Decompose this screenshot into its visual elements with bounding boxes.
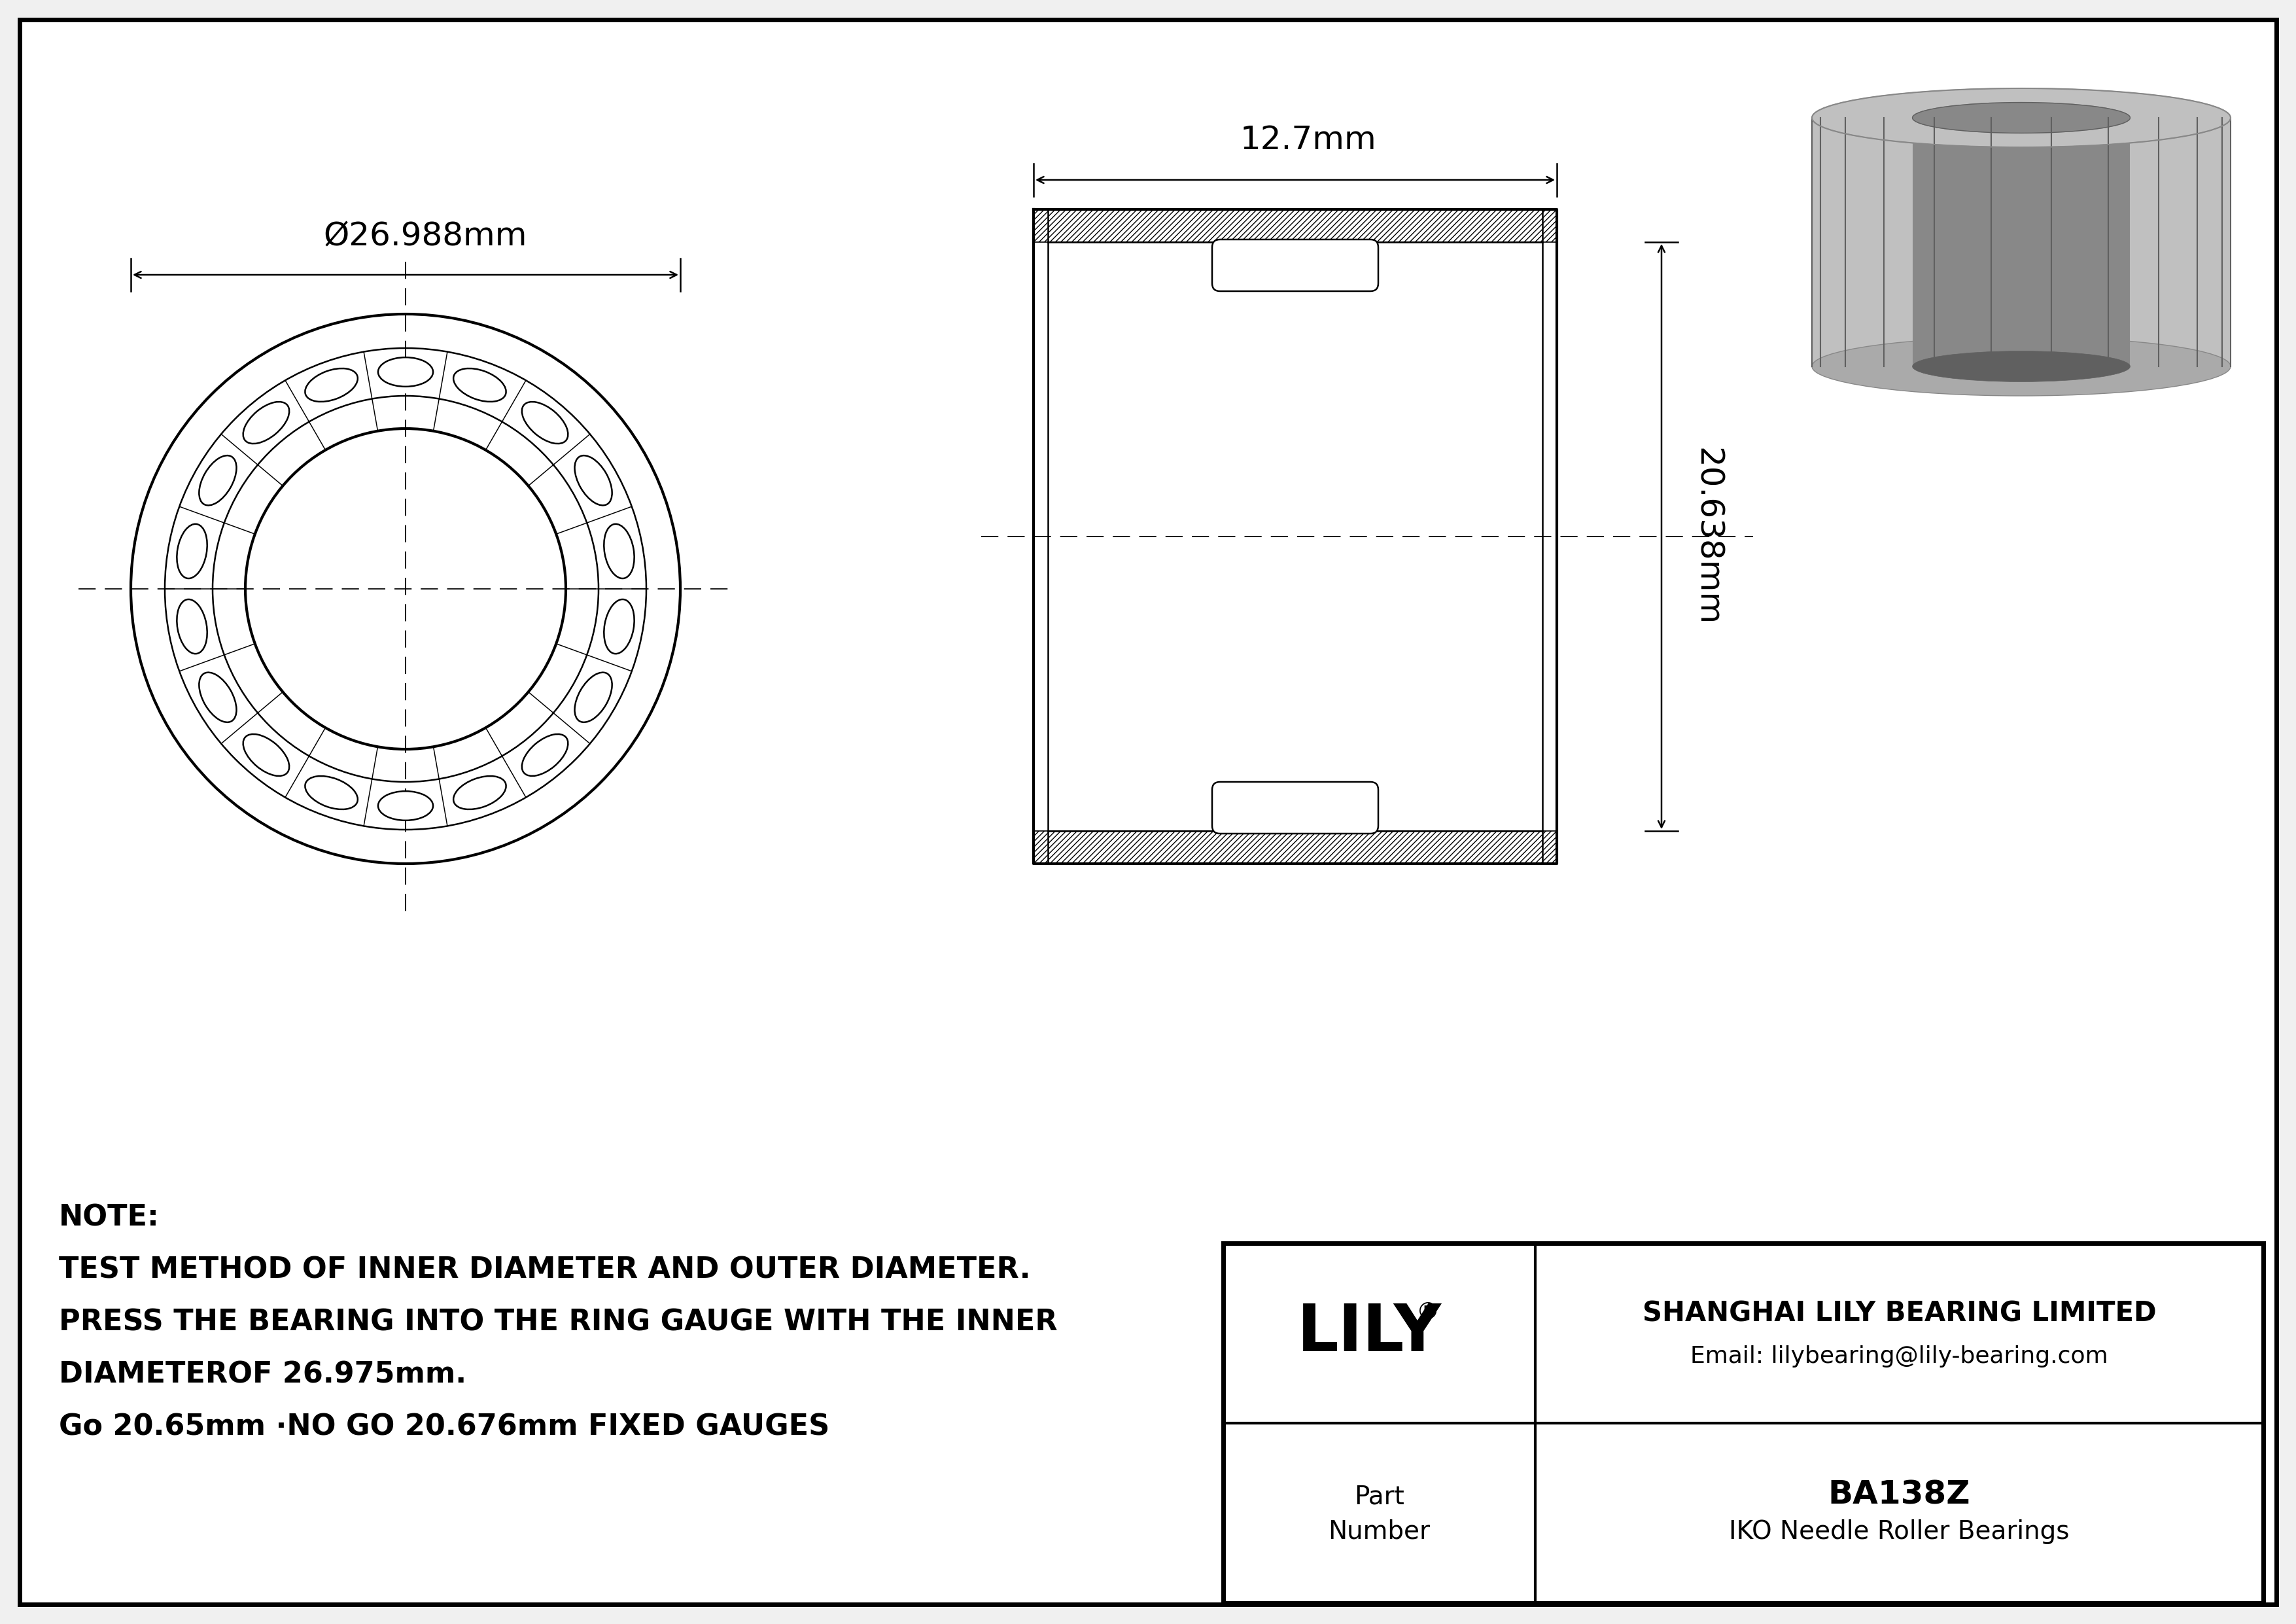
Ellipse shape	[452, 369, 505, 401]
Bar	[1224, 1244, 2264, 1603]
Text: BA138Z: BA138Z	[1828, 1479, 1970, 1510]
Ellipse shape	[574, 672, 613, 723]
Text: ®: ®	[1417, 1301, 1440, 1324]
Text: NOTE:: NOTE:	[60, 1203, 158, 1233]
Ellipse shape	[177, 525, 207, 578]
Text: SHANGHAI LILY BEARING LIMITED: SHANGHAI LILY BEARING LIMITED	[1642, 1299, 2156, 1327]
Ellipse shape	[243, 734, 289, 776]
Bar	[1033, 831, 1557, 864]
Ellipse shape	[177, 599, 207, 654]
Text: PRESS THE BEARING INTO THE RING GAUGE WITH THE INNER: PRESS THE BEARING INTO THE RING GAUGE WI…	[60, 1309, 1058, 1337]
Bar	[1812, 119, 2232, 367]
Ellipse shape	[574, 455, 613, 505]
Ellipse shape	[521, 401, 567, 443]
Text: DIAMETEROF 26.975mm.: DIAMETEROF 26.975mm.	[60, 1361, 466, 1389]
Text: Ø26.988mm: Ø26.988mm	[324, 221, 528, 252]
Ellipse shape	[379, 357, 434, 387]
Ellipse shape	[604, 525, 634, 578]
Ellipse shape	[1913, 102, 2131, 133]
Ellipse shape	[305, 776, 358, 809]
Ellipse shape	[243, 401, 289, 443]
Ellipse shape	[1812, 88, 2232, 148]
Text: Go 20.65mm ·NO GO 20.676mm FIXED GAUGES: Go 20.65mm ·NO GO 20.676mm FIXED GAUGES	[60, 1413, 829, 1442]
Ellipse shape	[1812, 336, 2232, 396]
Ellipse shape	[604, 599, 634, 654]
Text: 12.7mm: 12.7mm	[1240, 125, 1378, 156]
Bar	[1913, 119, 2131, 367]
Ellipse shape	[200, 455, 236, 505]
Bar	[1033, 209, 1557, 242]
FancyBboxPatch shape	[1212, 239, 1378, 291]
Text: Number: Number	[1327, 1518, 1430, 1544]
Ellipse shape	[521, 734, 567, 776]
Text: Part: Part	[1355, 1484, 1405, 1509]
Ellipse shape	[305, 369, 358, 401]
Text: TEST METHOD OF INNER DIAMETER AND OUTER DIAMETER.: TEST METHOD OF INNER DIAMETER AND OUTER …	[60, 1257, 1031, 1285]
Text: IKO Needle Roller Bearings: IKO Needle Roller Bearings	[1729, 1518, 2069, 1544]
Ellipse shape	[379, 791, 434, 820]
Ellipse shape	[452, 776, 505, 809]
FancyBboxPatch shape	[1212, 781, 1378, 833]
Ellipse shape	[200, 672, 236, 723]
Ellipse shape	[1913, 351, 2131, 382]
Text: 20.638mm: 20.638mm	[1692, 448, 1722, 625]
Text: Email: lilybearing@lily-bearing.com: Email: lilybearing@lily-bearing.com	[1690, 1345, 2108, 1367]
Text: LILY: LILY	[1297, 1301, 1442, 1364]
